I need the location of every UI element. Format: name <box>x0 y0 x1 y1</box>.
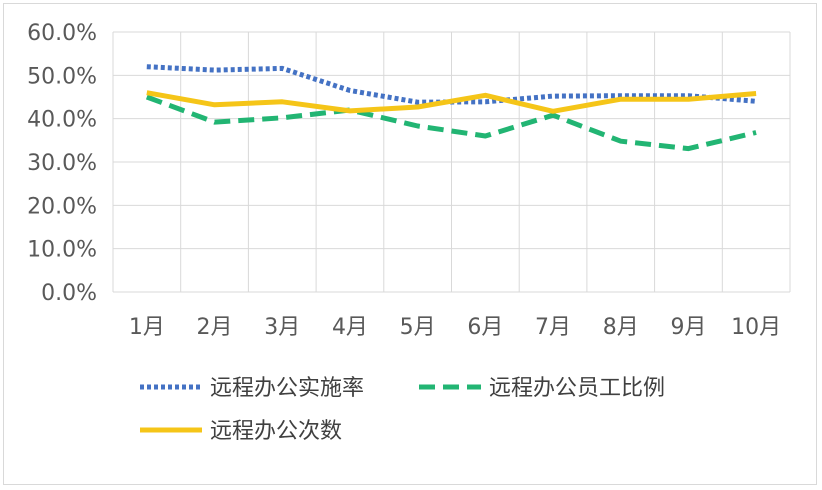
x-tick-label: 4月 <box>332 315 368 340</box>
x-axis-tick-labels: 1月 2月 3月 4月 5月 6月 7月 8月 9月 10月 <box>129 315 781 340</box>
y-tick-label: 40.0% <box>27 108 97 133</box>
series-line-2 <box>145 94 757 152</box>
series-line-3 <box>146 90 757 114</box>
y-tick-label: 20.0% <box>27 194 97 219</box>
x-tick-label: 8月 <box>603 315 639 340</box>
x-tick-label: 1月 <box>129 315 165 340</box>
legend-item-1: 远程办公实施率 <box>140 376 364 401</box>
legend-label: 远程办公实施率 <box>210 376 364 401</box>
y-tick-label: 0.0% <box>41 281 97 306</box>
y-axis-tick-labels: 0.0% 10.0% 20.0% 30.0% 40.0% 50.0% 60.0% <box>27 21 97 306</box>
y-tick-label: 30.0% <box>27 151 97 176</box>
x-tick-label: 6月 <box>467 315 503 340</box>
x-tick-label: 2月 <box>197 315 233 340</box>
legend-label: 远程办公员工比例 <box>489 376 665 401</box>
legend-label: 远程办公次数 <box>210 419 342 444</box>
series-lines <box>145 64 757 152</box>
y-tick-label: 10.0% <box>27 238 97 263</box>
y-tick-label: 60.0% <box>27 21 97 46</box>
y-tick-label: 50.0% <box>27 64 97 89</box>
x-tick-label: 7月 <box>535 315 571 340</box>
x-tick-label: 5月 <box>400 315 436 340</box>
chart-frame <box>3 3 817 485</box>
legend-item-2: 远程办公员工比例 <box>419 376 665 401</box>
x-tick-label: 3月 <box>264 315 300 340</box>
grid-lines <box>112 31 791 293</box>
legend-item-3: 远程办公次数 <box>140 419 342 444</box>
x-tick-label: 10月 <box>731 315 781 340</box>
x-tick-label: 9月 <box>670 315 706 340</box>
